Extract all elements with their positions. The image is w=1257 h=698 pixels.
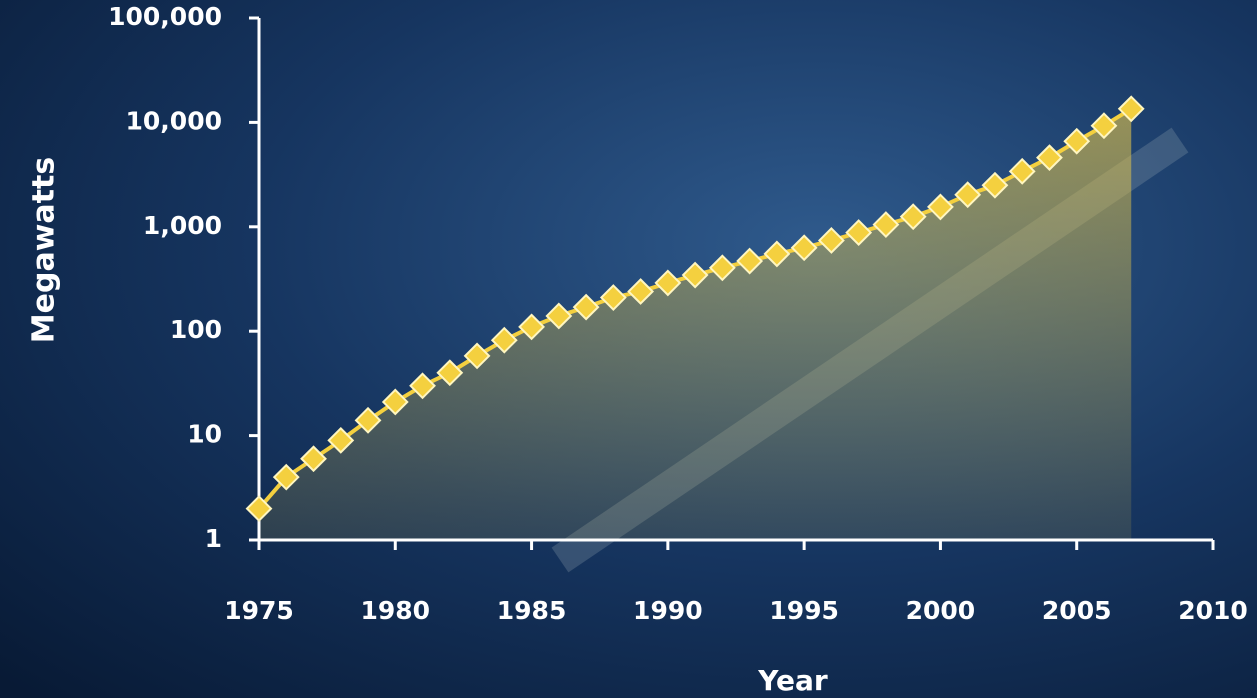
- marker: [1090, 112, 1118, 140]
- marker: [872, 211, 900, 239]
- marker: [354, 406, 382, 434]
- marker: [436, 359, 464, 387]
- marker: [1036, 144, 1063, 172]
- x-tick-label: 2005: [1042, 596, 1112, 625]
- marker: [790, 234, 818, 262]
- x-axis-title: Year: [757, 664, 828, 697]
- marker: [654, 269, 682, 297]
- y-axis-title: Megawatts: [27, 157, 62, 343]
- marker: [954, 181, 982, 209]
- x-tick-label: 2010: [1178, 596, 1248, 625]
- marker: [763, 240, 791, 268]
- y-tick-label: 1: [205, 524, 222, 553]
- x-tick-label: 1985: [497, 596, 567, 625]
- marker: [245, 495, 273, 522]
- marker: [627, 278, 655, 305]
- marker: [736, 247, 764, 275]
- marker: [545, 302, 573, 330]
- marker: [899, 203, 927, 231]
- marker: [409, 372, 436, 400]
- x-tick-label: 1990: [633, 596, 703, 625]
- marker: [381, 388, 409, 416]
- y-tick-label: 100: [170, 315, 222, 344]
- marker: [681, 261, 709, 289]
- x-tick-label: 1980: [360, 596, 430, 625]
- x-tick-label: 1995: [769, 596, 839, 625]
- marker: [599, 284, 627, 311]
- y-tick-label: 100,000: [108, 2, 222, 31]
- marker: [518, 313, 545, 341]
- marker: [1117, 95, 1145, 123]
- y-tick-label: 10: [187, 420, 222, 449]
- marker: [817, 227, 845, 254]
- marker: [463, 342, 491, 370]
- marker: [490, 326, 518, 354]
- marker: [708, 254, 736, 282]
- marker: [572, 293, 600, 321]
- marker: [327, 426, 355, 454]
- marker: [927, 193, 954, 221]
- marker: [1008, 157, 1036, 185]
- marker: [845, 219, 873, 247]
- y-tick-label: 1,000: [143, 211, 222, 240]
- marker: [300, 445, 327, 473]
- marker: [1063, 127, 1091, 155]
- x-tick-label: 2000: [906, 596, 976, 625]
- marker: [981, 171, 1009, 199]
- marker: [272, 463, 300, 491]
- y-tick-label: 10,000: [126, 106, 222, 135]
- area: [259, 108, 1132, 540]
- x-tick-label: 1975: [224, 596, 294, 625]
